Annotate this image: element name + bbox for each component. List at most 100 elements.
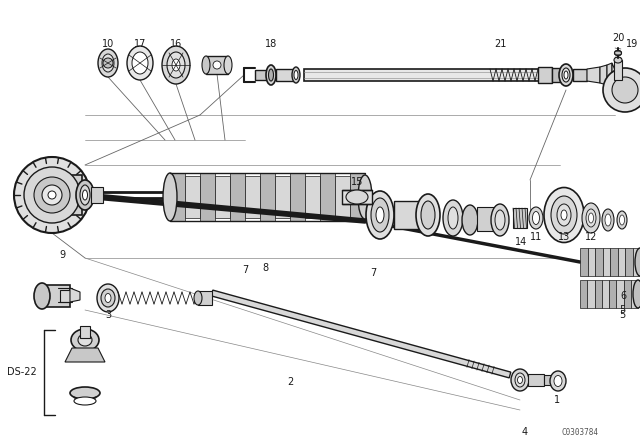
Ellipse shape	[269, 69, 273, 81]
Polygon shape	[612, 63, 615, 87]
Ellipse shape	[376, 207, 384, 223]
Text: 14: 14	[515, 237, 527, 247]
Ellipse shape	[614, 51, 621, 56]
Ellipse shape	[550, 371, 566, 391]
Polygon shape	[616, 280, 623, 308]
Polygon shape	[275, 176, 290, 218]
Polygon shape	[320, 173, 335, 221]
Ellipse shape	[586, 209, 596, 227]
Ellipse shape	[162, 46, 190, 84]
Ellipse shape	[202, 56, 210, 74]
Bar	[91, 187, 103, 203]
Circle shape	[612, 77, 638, 103]
Bar	[614, 60, 622, 80]
Circle shape	[213, 61, 221, 69]
Ellipse shape	[101, 289, 115, 307]
Bar	[198, 291, 212, 305]
Ellipse shape	[98, 49, 118, 77]
Text: 17: 17	[134, 39, 146, 49]
Ellipse shape	[194, 291, 202, 305]
Polygon shape	[245, 176, 260, 218]
Ellipse shape	[561, 210, 567, 220]
Ellipse shape	[635, 248, 640, 276]
Ellipse shape	[266, 65, 276, 85]
Text: 13: 13	[558, 232, 570, 242]
Ellipse shape	[544, 188, 584, 242]
Text: 10: 10	[102, 39, 114, 49]
Text: C0303784: C0303784	[561, 427, 598, 436]
Text: DS-22: DS-22	[7, 367, 37, 377]
Polygon shape	[580, 248, 588, 276]
Ellipse shape	[515, 373, 525, 387]
Text: 3: 3	[105, 310, 111, 320]
Bar	[80, 326, 90, 338]
Ellipse shape	[559, 64, 573, 86]
Ellipse shape	[358, 175, 372, 219]
Polygon shape	[618, 248, 625, 276]
Ellipse shape	[167, 52, 185, 78]
Bar	[304, 69, 539, 81]
Ellipse shape	[614, 51, 621, 56]
Polygon shape	[580, 280, 588, 308]
Bar	[60, 290, 70, 302]
Polygon shape	[609, 280, 616, 308]
Ellipse shape	[346, 190, 368, 204]
Ellipse shape	[74, 397, 96, 405]
Polygon shape	[215, 176, 230, 218]
Ellipse shape	[554, 375, 562, 387]
Text: 6: 6	[620, 291, 626, 301]
Bar	[528, 374, 544, 386]
Polygon shape	[70, 288, 80, 302]
Ellipse shape	[562, 68, 570, 82]
Ellipse shape	[83, 190, 88, 200]
Polygon shape	[290, 173, 305, 221]
Text: 20: 20	[612, 33, 624, 43]
Bar	[206, 56, 228, 74]
Text: 1: 1	[554, 395, 560, 405]
Polygon shape	[588, 248, 595, 276]
Ellipse shape	[366, 191, 394, 239]
Text: 4: 4	[522, 427, 528, 437]
Ellipse shape	[97, 284, 119, 312]
Bar	[477, 207, 497, 231]
Ellipse shape	[582, 203, 600, 233]
Ellipse shape	[34, 283, 50, 309]
Ellipse shape	[105, 293, 111, 302]
Bar	[342, 190, 372, 204]
Polygon shape	[211, 290, 511, 378]
Bar	[255, 70, 267, 80]
Bar	[552, 68, 562, 82]
Ellipse shape	[80, 185, 90, 205]
Text: 5: 5	[619, 305, 625, 315]
Ellipse shape	[620, 215, 625, 225]
Polygon shape	[625, 248, 632, 276]
Ellipse shape	[557, 204, 571, 226]
Ellipse shape	[602, 209, 614, 231]
Ellipse shape	[462, 205, 478, 235]
Text: 19: 19	[626, 39, 638, 49]
Text: 16: 16	[170, 39, 182, 49]
Ellipse shape	[448, 207, 458, 229]
Polygon shape	[200, 173, 215, 221]
Ellipse shape	[511, 369, 529, 391]
Text: 9: 9	[59, 250, 65, 260]
Ellipse shape	[633, 280, 640, 308]
Circle shape	[42, 185, 62, 205]
Text: 7: 7	[242, 265, 248, 275]
Bar	[276, 69, 296, 81]
Circle shape	[34, 177, 70, 213]
Text: 7: 7	[370, 268, 376, 278]
Circle shape	[603, 68, 640, 112]
Text: 11: 11	[530, 232, 542, 242]
Polygon shape	[260, 173, 275, 221]
Ellipse shape	[127, 46, 153, 80]
Ellipse shape	[491, 204, 509, 236]
Ellipse shape	[518, 376, 522, 383]
Ellipse shape	[371, 198, 389, 232]
Circle shape	[103, 58, 113, 68]
Polygon shape	[230, 173, 245, 221]
Text: 15: 15	[351, 177, 363, 187]
Ellipse shape	[294, 70, 298, 79]
Ellipse shape	[605, 214, 611, 226]
Ellipse shape	[70, 387, 100, 399]
